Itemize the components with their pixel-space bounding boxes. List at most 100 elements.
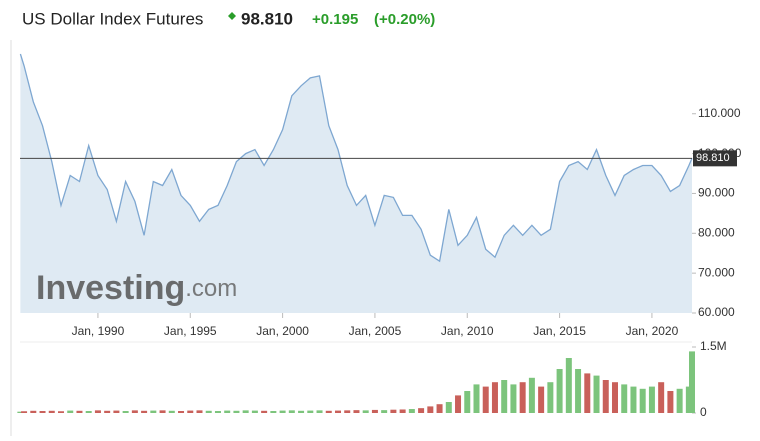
watermark-brand: Investing — [36, 269, 185, 307]
volume-bar — [491, 382, 498, 413]
x-tick-label: Jan, 2015 — [533, 324, 586, 338]
volume-bar — [519, 382, 526, 413]
volume-bar — [689, 351, 695, 413]
volume-tick-label: 1.5M — [700, 339, 727, 353]
volume-bar — [141, 410, 148, 413]
volume-tick-label: 0 — [700, 405, 707, 419]
change-percent: (+0.20%) — [374, 11, 435, 28]
volume-bar — [362, 410, 369, 413]
volume-bar — [279, 410, 286, 413]
x-tick-label: Jan, 1990 — [72, 324, 125, 338]
volume-bar — [251, 410, 258, 413]
volume-bar — [150, 410, 157, 413]
volume-bar — [593, 375, 600, 413]
price-line — [19, 53, 693, 263]
volume-bar — [334, 410, 341, 413]
volume-bar — [178, 411, 185, 413]
volume-bar — [455, 395, 462, 413]
volume-bar — [575, 369, 582, 413]
volume-bar — [17, 411, 24, 413]
volume-bar — [418, 408, 425, 413]
volume-bar — [667, 391, 674, 413]
y-tick-label: 80.000 — [698, 225, 735, 239]
volume-bar — [307, 410, 314, 413]
volume-bar — [104, 410, 111, 413]
volume-bar — [510, 384, 517, 413]
volume-bar — [21, 411, 28, 413]
volume-bar — [344, 410, 351, 413]
volume-bar — [611, 382, 618, 413]
volume-bar — [427, 406, 434, 413]
volume-bar — [371, 409, 378, 413]
volume-bar — [205, 410, 212, 413]
volume-bar — [316, 410, 323, 413]
volume-bar — [30, 410, 37, 413]
volume-bar — [464, 391, 471, 413]
volume-bar — [399, 409, 406, 413]
volume-bar — [482, 386, 489, 413]
volume-bar — [288, 410, 295, 413]
volume-bar — [648, 386, 655, 413]
volume-bar — [261, 410, 268, 413]
x-tick-label: Jan, 1995 — [164, 324, 217, 338]
volume-bar — [556, 369, 563, 413]
volume-bar — [445, 402, 452, 413]
volume-bar — [353, 410, 360, 413]
volume-bar — [94, 410, 101, 413]
volume-bar — [639, 388, 646, 413]
chart-title: US Dollar Index Futures — [22, 9, 203, 28]
y-tick-label: 90.000 — [698, 186, 735, 200]
volume-bar — [621, 384, 628, 413]
volume-bar — [159, 410, 166, 413]
watermark-suffix: .com — [185, 275, 237, 302]
last-price-box — [693, 150, 737, 167]
volume-bar — [528, 377, 535, 413]
volume-bar — [214, 411, 221, 413]
volume-bar — [538, 386, 545, 413]
volume-bar — [122, 411, 129, 413]
volume-bar — [76, 410, 83, 413]
volume-bar — [131, 410, 138, 413]
up-icon — [228, 12, 236, 20]
volume-bar — [187, 410, 194, 413]
volume-bar — [325, 410, 332, 413]
volume-bar — [473, 384, 480, 413]
volume-bar — [85, 411, 92, 413]
volume-bar — [584, 373, 591, 413]
x-tick-label: Jan, 2020 — [626, 324, 679, 338]
volume-bar — [676, 388, 683, 413]
volume-bar — [565, 358, 572, 413]
y-tick-label: 70.000 — [698, 265, 735, 279]
volume-bar — [390, 409, 397, 413]
x-tick-label: Jan, 2000 — [256, 324, 309, 338]
volume-bar — [630, 386, 637, 413]
last-price: 98.810 — [241, 9, 293, 28]
volume-bar — [270, 411, 277, 413]
volume-bar — [658, 382, 665, 413]
volume-bar — [67, 410, 74, 413]
volume-bar — [408, 409, 415, 413]
volume-bar — [685, 386, 692, 413]
volume-bar — [233, 410, 240, 413]
volume-bar — [547, 382, 554, 413]
volume-bar — [39, 411, 46, 413]
x-tick-label: Jan, 2010 — [441, 324, 494, 338]
volume-bar — [381, 410, 388, 413]
volume-bar — [242, 410, 249, 413]
change: +0.195 — [312, 11, 358, 28]
y-tick-label: 60.000 — [698, 305, 735, 319]
volume-bar — [501, 380, 508, 413]
volume-bar — [113, 410, 120, 413]
volume-bar — [602, 380, 609, 413]
last-price-label: 98.810 — [696, 152, 730, 164]
volume-bar — [298, 410, 305, 413]
volume-bar — [57, 411, 64, 413]
volume-bar — [436, 404, 443, 413]
volume-bar — [196, 410, 203, 413]
area-fill — [20, 54, 693, 313]
volume-bar — [168, 410, 175, 413]
volume-bar — [48, 410, 55, 413]
watermark: Investing.com — [36, 269, 237, 307]
